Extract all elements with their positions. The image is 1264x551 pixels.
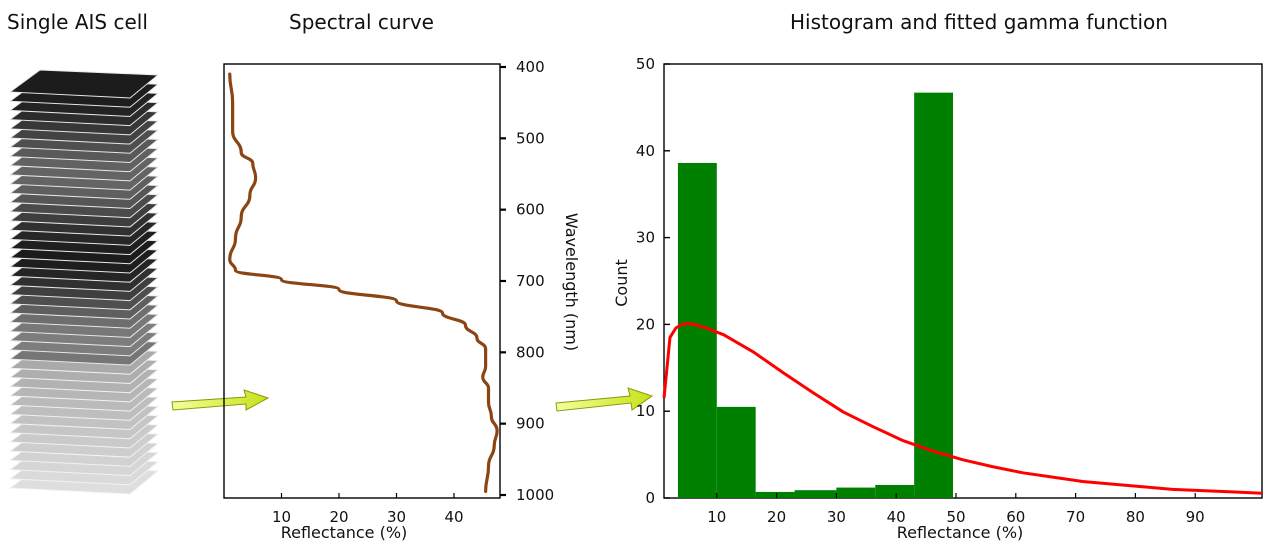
- histogram-y-axis: 0 10 20 30 40 50: [636, 55, 670, 507]
- spectral-y-tick-label: 1000: [516, 486, 554, 504]
- spectral-series: [228, 72, 499, 494]
- ais-cell-stack: [8, 69, 160, 495]
- gamma-fit-series: [662, 322, 1263, 495]
- histogram-x-axis: 10 20 30 40 50 60 70 80 90: [707, 493, 1205, 526]
- histogram-x-tick-label: 80: [1126, 508, 1145, 526]
- histogram-y-tick-label: 0: [645, 489, 655, 507]
- ais-cell-title: Single AIS cell: [7, 10, 148, 34]
- histogram-bar: [755, 491, 795, 498]
- histogram-x-tick-label: 30: [827, 508, 846, 526]
- spectral-curve-line: [228, 72, 499, 494]
- spectral-y-tick-label: 400: [516, 58, 545, 76]
- arrow-to-histogram-icon: [555, 387, 654, 412]
- histogram-bars: [677, 92, 954, 499]
- histogram-y-tick-label: 50: [636, 55, 655, 73]
- histogram-y-tick-label: 20: [636, 315, 655, 333]
- histogram-x-axis-label: Reflectance (%): [897, 523, 1024, 542]
- histogram-frame: [663, 63, 1263, 499]
- histogram-x-tick-label: 90: [1186, 508, 1205, 526]
- spectral-y-tick-label: 600: [516, 201, 545, 219]
- spectral-y-tick-label: 700: [516, 272, 545, 290]
- histogram-y-tick-label: 40: [636, 142, 655, 160]
- spectral-x-axis: 10 20 30 40: [272, 493, 464, 526]
- arrow-to-spectral-icon: [171, 389, 270, 411]
- gamma-fit-line: [662, 322, 1263, 495]
- spectral-x-tick-label: 20: [329, 508, 348, 526]
- spectral-y-axis: 400 500 600 700 800 900 1000: [500, 58, 554, 504]
- histogram-bar: [914, 92, 954, 499]
- histogram-y-axis-label: Count: [612, 259, 631, 307]
- spectral-x-tick-label: 10: [272, 508, 291, 526]
- spectral-y-axis-label: Wavelength (nm): [562, 213, 581, 351]
- histogram-x-tick-label: 70: [1066, 508, 1085, 526]
- histogram-bar: [836, 487, 876, 498]
- spectral-y-tick-label: 500: [516, 129, 545, 147]
- spectral-frame: [223, 63, 501, 499]
- histogram-bar: [716, 406, 756, 498]
- histogram-x-tick-label: 40: [887, 508, 906, 526]
- spectral-y-tick-label: 800: [516, 343, 545, 361]
- histogram-bar: [875, 484, 915, 498]
- histogram-x-tick-label: 50: [946, 508, 965, 526]
- spectral-x-tick-label: 30: [387, 508, 406, 526]
- ais-layer: [8, 69, 160, 99]
- spectral-chart: 10 20 30 40 400 500 600 700 800 900 1000 Reflecta…: [223, 58, 581, 542]
- histogram-y-tick-label: 30: [636, 229, 655, 247]
- histogram-x-tick-label: 20: [767, 508, 786, 526]
- spectral-curve-title: Spectral curve: [289, 10, 434, 34]
- spectral-x-tick-label: 40: [444, 508, 463, 526]
- spectral-x-axis-label: Reflectance (%): [281, 523, 408, 542]
- histogram-x-tick-label: 10: [707, 508, 726, 526]
- histogram-title: Histogram and fitted gamma function: [790, 10, 1168, 34]
- histogram-bar: [794, 490, 837, 498]
- histogram-y-tick-label: 10: [636, 402, 655, 420]
- histogram-chart: 10 20 30 40 50 60 70 80 90 0 10 20 30 40 50 Reflectan…: [612, 55, 1263, 542]
- spectral-y-tick-label: 900: [516, 415, 545, 433]
- histogram-x-tick-label: 60: [1006, 508, 1025, 526]
